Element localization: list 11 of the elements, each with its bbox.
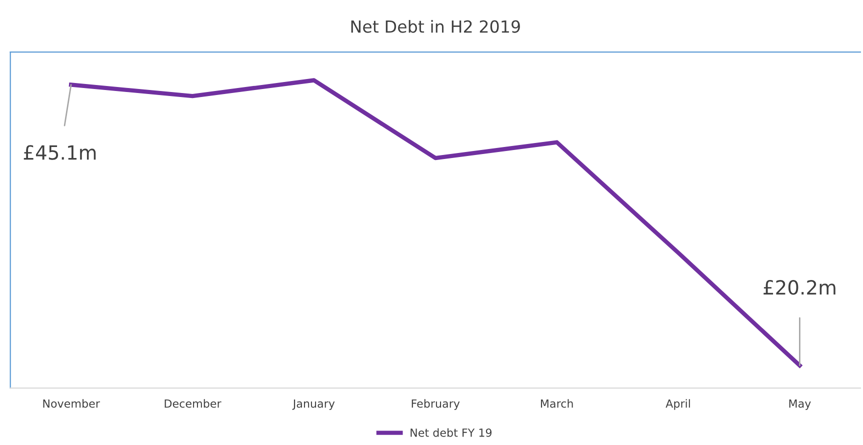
x-tick-label: January <box>292 399 335 410</box>
x-tick-label: December <box>164 399 222 408</box>
x-tick-label: March <box>540 399 573 408</box>
x-tick-label: April <box>666 399 690 410</box>
data-label: £45.1m <box>24 145 96 160</box>
data-label: £20.2m <box>764 280 836 295</box>
x-tick-label: February <box>412 399 460 410</box>
legend-label: Net debt FY 19 <box>410 428 492 437</box>
chart-title: Net Debt in H2 2019 <box>351 20 520 33</box>
x-tick-label: November <box>43 399 100 408</box>
x-tick-label: May <box>789 399 811 410</box>
